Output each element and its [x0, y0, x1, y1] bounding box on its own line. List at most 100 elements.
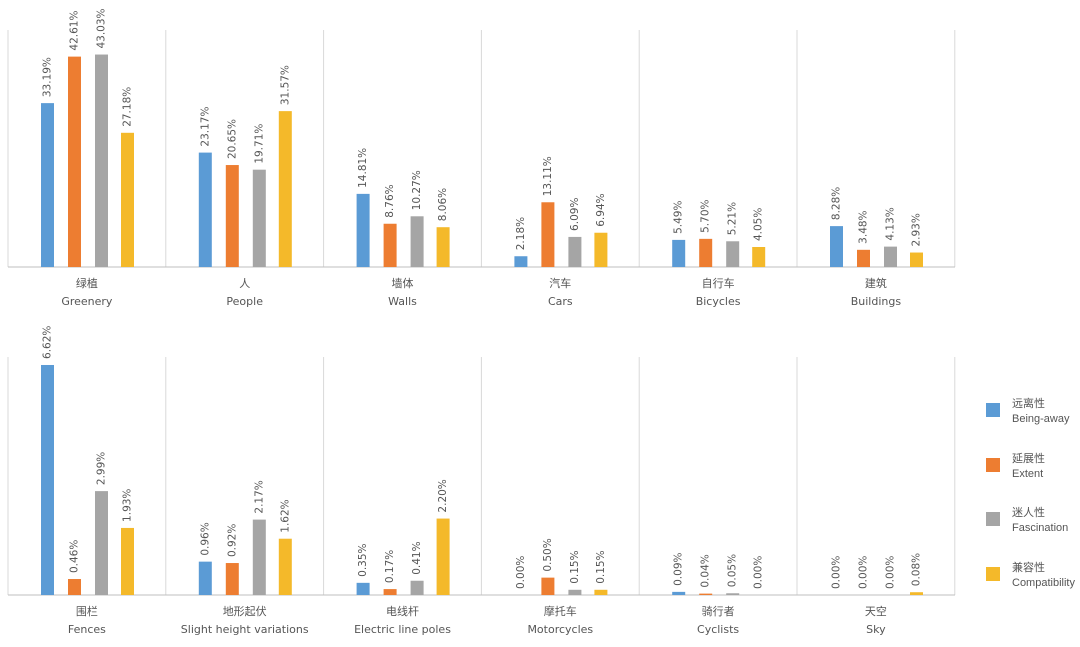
- bar-motorcycles-fascination: [568, 589, 582, 595]
- bar-bicycles-fascination: [726, 241, 740, 267]
- bar-buildings-fascination: [884, 246, 897, 267]
- data-label: 0.08%: [911, 553, 923, 586]
- bar-greenery-compatibility: [121, 132, 134, 267]
- category-label-zh: 建筑: [865, 276, 887, 290]
- data-label: 0.41%: [411, 541, 423, 574]
- category-label-en: Motorcycles: [527, 623, 593, 636]
- data-label: 14.81%: [357, 148, 369, 188]
- data-label: 4.13%: [885, 207, 897, 240]
- bar-slight-height-variations-extent: [225, 563, 239, 595]
- data-label: 0.09%: [673, 552, 685, 585]
- bar-electric-line-poles-compatibility: [436, 518, 450, 595]
- data-label: 19.71%: [253, 124, 265, 164]
- bar-slight-height-variations-compatibility: [278, 538, 292, 595]
- data-label: 10.27%: [411, 170, 423, 210]
- legend-label-en: Being-away: [1012, 413, 1070, 425]
- bar-bicycles-being-away: [672, 239, 686, 267]
- data-label: 3.48%: [858, 210, 870, 243]
- bar-motorcycles-compatibility: [594, 589, 608, 595]
- bar-buildings-extent: [857, 249, 870, 267]
- bar-bicycles-compatibility: [752, 247, 766, 267]
- legend-label-zh: 迷人性: [1012, 507, 1045, 519]
- bar-walls-being-away: [356, 193, 370, 267]
- bar-people-extent: [225, 165, 239, 267]
- bar-bicycles-extent: [699, 238, 713, 267]
- bar-fences-being-away: [41, 364, 54, 595]
- data-label: 1.93%: [122, 489, 134, 522]
- bar-fences-fascination: [95, 491, 108, 595]
- category-label-zh: 骑行者: [702, 605, 735, 618]
- data-label: 0.46%: [69, 540, 81, 573]
- category-label-zh: 围栏: [76, 604, 98, 618]
- bar-walls-compatibility: [436, 227, 450, 267]
- bar-fences-compatibility: [121, 527, 134, 595]
- data-label: 0.00%: [885, 556, 897, 589]
- legend-swatch: [986, 457, 1000, 472]
- bar-buildings-compatibility: [910, 252, 923, 267]
- data-label: 33.19%: [42, 57, 54, 97]
- category-label-zh: 汽车: [549, 276, 571, 290]
- data-label: 1.62%: [279, 499, 291, 532]
- bar-motorcycles-extent: [541, 577, 555, 595]
- data-label: 8.76%: [384, 184, 396, 217]
- legend-item-extent: 延展性 Extent: [986, 450, 1080, 490]
- data-label: 2.18%: [515, 217, 527, 250]
- category-label-en: Bicycles: [696, 295, 741, 308]
- legend-swatch: [986, 566, 1000, 581]
- bar-people-compatibility: [278, 111, 292, 267]
- data-label: 2.17%: [253, 480, 265, 513]
- data-label: 0.15%: [569, 550, 581, 583]
- category-label-zh: 墙体: [392, 276, 414, 290]
- data-label: 0.92%: [226, 524, 238, 557]
- data-label: 2.20%: [437, 479, 449, 512]
- category-label-zh: 地形起伏: [223, 604, 267, 618]
- bar-cars-fascination: [568, 236, 582, 267]
- data-label: 31.57%: [279, 65, 291, 105]
- legend-label-zh: 延展性: [1012, 452, 1045, 465]
- category-label-en: Cars: [548, 295, 573, 308]
- data-label: 6.09%: [569, 198, 581, 231]
- category-label-en: Greenery: [61, 295, 113, 308]
- category-label-zh: 天空: [865, 604, 887, 618]
- data-label: 0.96%: [199, 522, 211, 555]
- legend-label-en: Compatibility: [1012, 576, 1075, 589]
- data-label: 0.00%: [831, 556, 843, 589]
- bar-greenery-being-away: [41, 103, 54, 267]
- category-label-zh: 绿植: [76, 276, 98, 290]
- bar-cars-compatibility: [594, 232, 608, 267]
- data-label: 0.50%: [542, 538, 554, 571]
- category-label-en: Electric line poles: [354, 623, 451, 636]
- data-label: 20.65%: [226, 119, 238, 159]
- data-label: 8.06%: [437, 188, 449, 221]
- data-label: 0.15%: [595, 550, 607, 583]
- category-label-zh: 自行车: [702, 276, 735, 290]
- data-label: 23.17%: [199, 107, 211, 147]
- data-label: 27.18%: [122, 87, 134, 127]
- category-label-en: Buildings: [851, 295, 902, 308]
- data-label: 2.93%: [911, 213, 923, 246]
- legend-item-fascination: 迷人性 Fascination: [986, 504, 1080, 544]
- bar-electric-line-poles-fascination: [410, 580, 424, 595]
- bar-greenery-fascination: [95, 54, 108, 268]
- bar-walls-fascination: [410, 216, 424, 267]
- category-label-zh: 摩托车: [544, 604, 577, 618]
- bar-cyclists-extent: [699, 593, 713, 595]
- legend-swatch: [986, 512, 1000, 526]
- category-label-en: Fences: [68, 623, 106, 636]
- data-label: 5.70%: [700, 199, 712, 232]
- data-label: 0.17%: [384, 550, 396, 583]
- data-label: 43.03%: [96, 8, 108, 48]
- legend-label-zh: 远离性: [1012, 398, 1045, 410]
- legend-item-being-away: 远离性 Being-away: [986, 395, 1080, 435]
- data-label: 4.05%: [753, 208, 765, 241]
- category-label-en: Cyclists: [697, 623, 739, 636]
- legend-swatch: [986, 403, 1000, 417]
- data-label: 0.00%: [515, 556, 527, 589]
- category-label-zh: 电线杆: [386, 604, 419, 618]
- bar-people-being-away: [198, 152, 212, 267]
- data-label: 0.04%: [700, 554, 712, 587]
- data-label: 0.00%: [858, 556, 870, 589]
- bar-cyclists-being-away: [672, 591, 686, 595]
- category-label-en: People: [226, 295, 263, 308]
